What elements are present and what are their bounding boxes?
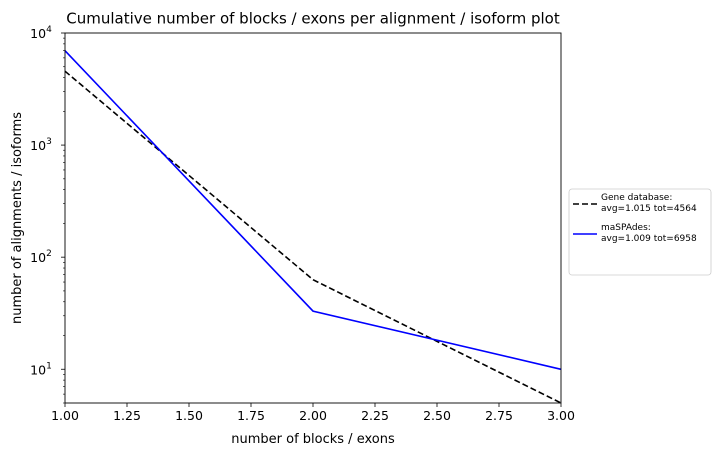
y-tick-label: 103 [30, 137, 52, 153]
series-line-0 [64, 70, 562, 404]
legend-items: Gene database:avg=1.015 tot=4564 maSPAdes… [573, 193, 697, 244]
legend-box [568, 188, 712, 276]
series-line-1 [64, 50, 562, 371]
x-axis-label: number of blocks / exons [231, 432, 395, 447]
x-axis: 1.00 1.25 1.50 1.75 2.00 2.25 2.50 2.75 3.00 [51, 403, 575, 423]
legend: Gene database:avg=1.015 tot=4564 maSPAdes… [568, 188, 712, 276]
y-axis-label: number of alignments / isoforms [10, 112, 25, 324]
x-tick-label: 2.00 [299, 408, 327, 423]
legend-label-name: maSPAdes: [601, 223, 651, 233]
legend-label-stats: avg=1.009 tot=6958 [601, 234, 697, 244]
y-axis: 101 102 103 104 [30, 25, 65, 404]
y-tick-label: 104 [30, 25, 52, 41]
x-tick-label: 2.25 [361, 408, 389, 423]
x-tick-label: 1.00 [51, 408, 79, 423]
y-tick-label: 101 [30, 361, 52, 377]
x-tick-label: 3.00 [547, 408, 575, 423]
plot-area: 1.00 1.25 1.50 1.75 2.00 2.25 2.50 2.75 3.00 101… [30, 25, 575, 423]
x-tick-label: 1.75 [237, 408, 265, 423]
chart-title: Cumulative number of blocks / exons per … [66, 10, 560, 28]
x-tick-label: 1.50 [175, 408, 203, 423]
y-tick-label: 102 [30, 249, 52, 265]
legend-label-stats: avg=1.015 tot=4564 [601, 204, 697, 214]
legend-label-name: Gene database: [601, 193, 672, 203]
x-tick-label: 2.50 [423, 408, 451, 423]
x-tick-label: 1.25 [113, 408, 141, 423]
series-layer [64, 50, 562, 404]
x-tick-label: 2.75 [485, 408, 513, 423]
plot-background [65, 33, 561, 403]
